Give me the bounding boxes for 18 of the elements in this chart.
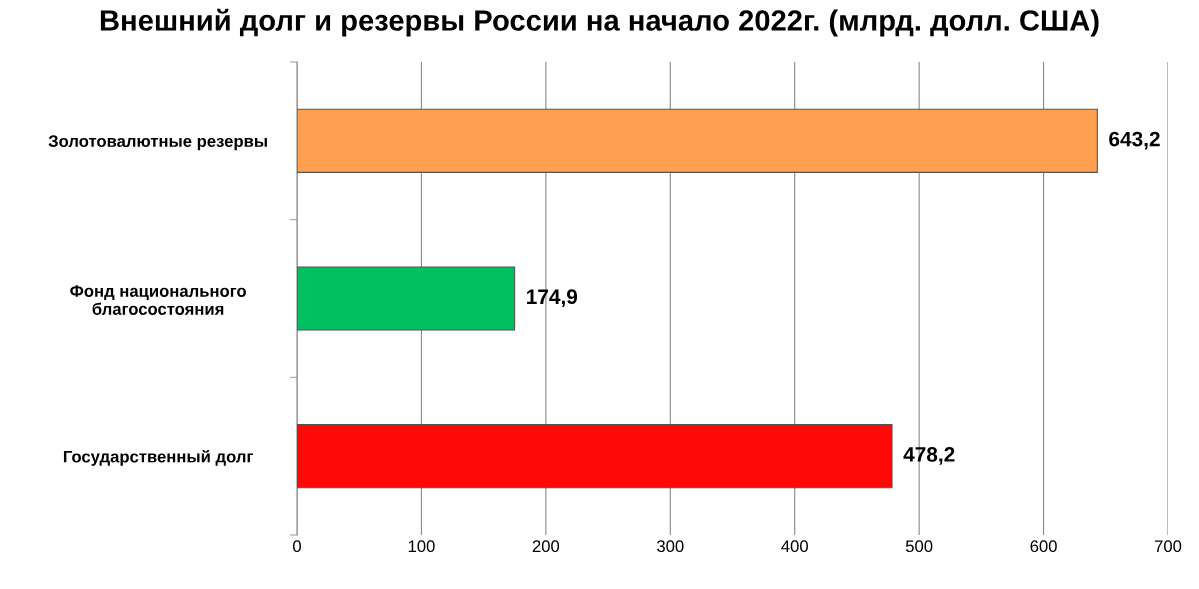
x-tick-label: 0 bbox=[293, 540, 301, 553]
x-tick-label: 700 bbox=[1154, 540, 1182, 553]
x-tick-label: 100 bbox=[408, 540, 435, 553]
bar bbox=[297, 108, 1098, 173]
y-tick-label: Государственный долг bbox=[63, 449, 253, 466]
x-tick-label: 200 bbox=[532, 540, 560, 553]
x-tick-label: 300 bbox=[657, 540, 684, 553]
x-tick-label: 600 bbox=[1030, 540, 1057, 553]
data-label: 643,2 bbox=[1109, 131, 1160, 150]
data-label: 174,9 bbox=[527, 289, 578, 308]
x-tick-label: 400 bbox=[781, 540, 808, 553]
x-tick-label: 500 bbox=[905, 540, 933, 553]
y-tick-label: Золотовалютные резервы bbox=[48, 135, 267, 151]
data-label: 478,2 bbox=[903, 447, 955, 465]
bar bbox=[297, 424, 893, 489]
chart-title: Внешний долг и резервы России на начало 2022г. (млрд. долл. США) bbox=[100, 8, 1099, 37]
y-tick-label: Фонд национального благосостояния bbox=[70, 285, 246, 315]
bar bbox=[297, 266, 516, 331]
